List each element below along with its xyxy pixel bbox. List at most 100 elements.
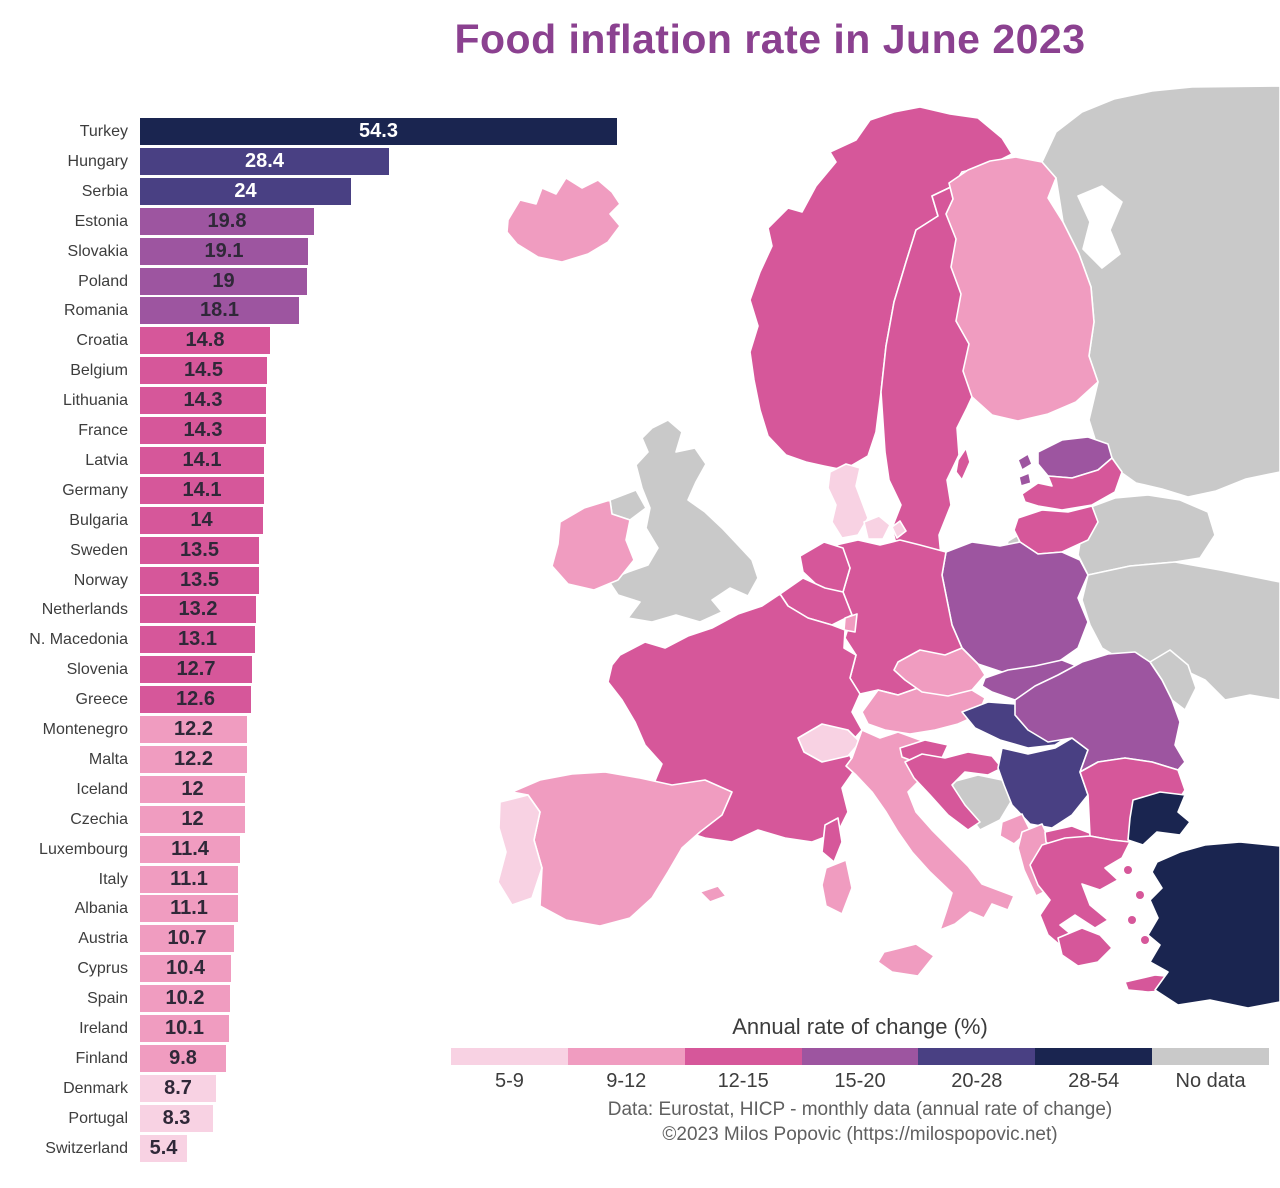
bar: 11.4 — [140, 835, 240, 863]
bar-row: Romania 18.1 — [0, 297, 640, 325]
bar-row: Sweden 13.5 — [0, 536, 640, 564]
bar-country-label: Italy — [98, 870, 128, 888]
bar-row: Switzerland 5.4 — [0, 1134, 640, 1162]
attribution-line-2: ©2023 Milos Popovic (https://milospopovi… — [662, 1124, 1058, 1145]
bar-value: 54.3 — [359, 120, 398, 142]
bar-row: N. Macedonia 13.1 — [0, 626, 640, 654]
legend-swatches: 5-9 9-12 12-15 15-20 20-28 28-54 No data — [451, 1048, 1270, 1093]
bar-country-label: Albania — [74, 900, 128, 918]
bar-value: 13.5 — [180, 538, 219, 561]
map-island-aegean-1 — [1124, 866, 1132, 874]
bar-value: 19.8 — [207, 209, 247, 232]
map-island-aegean-2 — [1136, 891, 1144, 899]
map-country-croatia — [904, 751, 1003, 831]
bar-row: Slovenia 12.7 — [0, 656, 640, 684]
bar-value: 19 — [212, 269, 235, 292]
bar-country-label: Bulgaria — [69, 511, 128, 529]
map-country-greece — [1029, 835, 1131, 953]
bar: 13.5 — [140, 536, 259, 564]
bar: 10.1 — [140, 1015, 229, 1042]
bar: 19.1 — [140, 237, 308, 265]
legend-swatch — [451, 1048, 568, 1065]
legend-label: 15-20 — [834, 1070, 886, 1092]
bar: 10.2 — [140, 985, 230, 1013]
bar: 14.3 — [140, 417, 266, 444]
map-country-ireland — [551, 499, 635, 591]
bar: 12.2 — [140, 745, 247, 773]
bar-value: 12 — [181, 777, 204, 800]
bar: 14.5 — [140, 357, 267, 385]
bar-country-label: France — [78, 422, 128, 439]
map-region-peloponnese — [1057, 927, 1113, 967]
bar-country-label: Denmark — [63, 1079, 128, 1097]
bar-row: Norway 13.5 — [0, 566, 640, 594]
bar-value: 8.7 — [164, 1076, 192, 1099]
bar: 8.3 — [140, 1104, 213, 1132]
bar-value: 12.7 — [176, 658, 216, 681]
attribution-line-1: Data: Eurostat, HICP - monthly data (ann… — [607, 1099, 1113, 1120]
legend-cell: 12-15 — [684, 1048, 802, 1093]
bar: 12.2 — [140, 716, 247, 743]
bar-row: Finland 9.8 — [0, 1044, 640, 1072]
bar-value: 14.5 — [184, 359, 223, 382]
legend-cell: 20-28 — [918, 1048, 1036, 1093]
bar-value: 19.1 — [204, 239, 244, 262]
bar: 12.7 — [140, 656, 252, 684]
bar: 13.1 — [140, 626, 255, 654]
bar-row: Lithuania 14.3 — [0, 387, 640, 415]
bar-country-label: Switzerland — [45, 1139, 128, 1157]
map-legend: Annual rate of change (%) 5-9 9-12 12-15 15… — [440, 1014, 1280, 1147]
map-region-turkey-thrace — [1127, 791, 1191, 846]
map-island-saaremaa — [1017, 453, 1033, 471]
bar-row: Poland 19 — [0, 267, 640, 295]
bar: 12 — [140, 775, 245, 803]
bar-country-label: Norway — [73, 571, 128, 589]
bar-row: Germany 14.1 — [0, 476, 640, 504]
bar: 14 — [140, 506, 263, 534]
bar-row: Netherlands 13.2 — [0, 596, 640, 624]
bar-country-label: Greece — [75, 691, 128, 709]
legend-cell: 28-54 — [1035, 1048, 1153, 1093]
bar: 14.8 — [140, 327, 270, 355]
bar: 19.8 — [140, 207, 314, 235]
legend-label: 12-15 — [717, 1070, 769, 1092]
bar-value: 12.2 — [174, 747, 213, 770]
map-country-lithuania — [1013, 505, 1099, 555]
legend-swatch — [1152, 1048, 1270, 1065]
white-sea — [1077, 185, 1123, 269]
map-country-switzerland — [797, 723, 861, 763]
map-country-turkey — [1147, 841, 1280, 1009]
bar-row: Latvia 14.1 — [0, 446, 640, 474]
bar: 14.3 — [140, 387, 266, 415]
bar-country-label: Cyprus — [77, 960, 128, 978]
map-island-aegean-3 — [1128, 916, 1136, 924]
bar-row: Ireland 10.1 — [0, 1015, 640, 1042]
map-country-latvia — [1021, 457, 1123, 511]
map-country-czechia — [893, 647, 986, 697]
bar-row: Spain 10.2 — [0, 985, 640, 1013]
bar: 5.4 — [140, 1134, 187, 1162]
bar-row: Turkey 54.3 — [0, 118, 640, 145]
map-country-luxembourg — [843, 613, 858, 633]
bar-country-label: Serbia — [81, 182, 128, 200]
bar-row: Iceland 12 — [0, 775, 640, 803]
bar: 10.7 — [140, 925, 234, 953]
bar-row: Cyprus 10.4 — [0, 955, 640, 983]
legend-label: No data — [1175, 1070, 1246, 1092]
bar-row: Czechia 12 — [0, 805, 640, 833]
bar-country-label: Netherlands — [41, 601, 128, 619]
map-island-funen — [891, 520, 907, 539]
bar-value: 11.4 — [171, 837, 209, 860]
legend-cell: 9-12 — [567, 1048, 685, 1093]
bar-row: Greece 12.6 — [0, 686, 640, 714]
bar-country-label: Estonia — [74, 212, 128, 230]
bar-chart: Turkey 54.3 Hungary 28.4 Serbia 24 Estonia 19.8… — [0, 118, 640, 1168]
bar: 13.5 — [140, 566, 259, 594]
bar-row: Denmark 8.7 — [0, 1074, 640, 1102]
bar-country-label: Finland — [75, 1049, 128, 1067]
bar-value: 10.4 — [166, 957, 205, 980]
map-island-hiiumaa — [1018, 472, 1032, 487]
bar-country-label: Luxembourg — [39, 840, 128, 858]
bar-row: Portugal 8.3 — [0, 1104, 640, 1132]
bar-value: 18.1 — [200, 299, 239, 322]
